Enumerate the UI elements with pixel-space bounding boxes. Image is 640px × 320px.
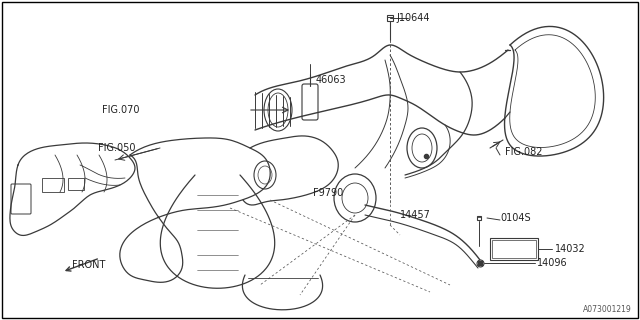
Text: J10644: J10644 (396, 13, 429, 23)
Text: 14096: 14096 (537, 258, 568, 268)
Bar (492, 240, 536, 258)
Text: 0104S: 0104S (500, 213, 531, 223)
Text: 14032: 14032 (555, 244, 586, 254)
Text: A073001219: A073001219 (583, 305, 632, 314)
Text: FIG.070: FIG.070 (102, 105, 140, 115)
Bar (490, 238, 538, 260)
Text: FRONT: FRONT (72, 260, 106, 270)
Text: 46063: 46063 (316, 75, 347, 85)
Text: 14457: 14457 (400, 210, 431, 220)
Text: FIG.050: FIG.050 (98, 143, 136, 153)
Text: FIG.082: FIG.082 (505, 147, 543, 157)
Bar (68, 178, 84, 190)
Text: F9790: F9790 (313, 188, 343, 198)
Bar (42, 178, 64, 192)
